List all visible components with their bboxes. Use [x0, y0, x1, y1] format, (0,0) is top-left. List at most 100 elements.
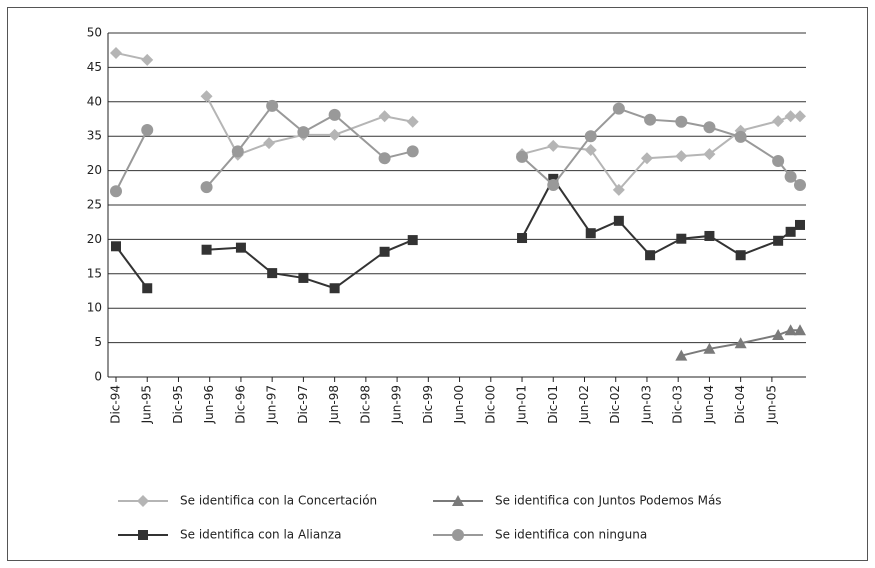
- x-tick-label: Jun-00: [452, 385, 466, 424]
- legend-marker: [452, 529, 464, 541]
- marker: [110, 185, 122, 198]
- legend-label: Se identifica con Juntos Podemos Más: [495, 494, 722, 508]
- marker: [200, 90, 213, 103]
- marker: [794, 324, 806, 336]
- marker: [784, 170, 797, 183]
- x-tick-label: Jun-05: [764, 385, 778, 424]
- marker: [784, 110, 797, 123]
- marker: [704, 230, 715, 241]
- marker: [201, 244, 212, 255]
- y-tick-label: 35: [87, 129, 102, 143]
- marker: [141, 124, 154, 137]
- marker: [785, 226, 796, 237]
- y-tick-label: 0: [94, 370, 102, 384]
- x-tick-label: Dic-97: [296, 385, 310, 424]
- marker: [231, 145, 244, 158]
- series-line: [115, 51, 800, 192]
- marker: [644, 113, 657, 126]
- legend-label: Se identifica con la Concertación: [180, 494, 377, 508]
- x-tick-label: Dic-03: [671, 385, 685, 424]
- marker: [734, 130, 747, 143]
- y-tick-label: 10: [87, 301, 102, 315]
- marker: [406, 115, 419, 128]
- x-tick-label: Dic-02: [608, 385, 622, 424]
- chart-frame: [7, 7, 868, 561]
- marker: [612, 183, 625, 196]
- marker: [266, 99, 279, 112]
- y-tick-label: 25: [87, 198, 102, 212]
- x-tick-label: Jun-99: [390, 385, 404, 424]
- marker: [645, 250, 656, 261]
- x-tick-label: Dic-98: [358, 385, 372, 424]
- x-tick-label: Dic-01: [546, 385, 560, 424]
- marker: [378, 110, 391, 123]
- x-tick-label: Jun-96: [202, 385, 216, 424]
- legend-marker: [137, 495, 149, 507]
- marker: [378, 152, 391, 165]
- marker: [379, 246, 390, 257]
- x-tick-label: Jun-02: [577, 385, 591, 424]
- y-tick-label: 5: [94, 335, 102, 349]
- marker: [548, 173, 559, 184]
- marker: [640, 152, 653, 165]
- series-line: [115, 176, 801, 290]
- y-tick-label: 45: [87, 60, 102, 74]
- marker: [703, 148, 716, 161]
- x-tick-label: Jun-95: [140, 385, 154, 424]
- marker: [676, 233, 687, 244]
- x-tick-label: Dic-96: [233, 385, 247, 424]
- marker: [407, 235, 418, 246]
- x-tick-label: Dic-95: [171, 385, 185, 424]
- x-tick-label: Dic-99: [421, 385, 435, 424]
- marker: [772, 154, 785, 167]
- marker: [111, 241, 121, 252]
- marker: [329, 283, 340, 294]
- marker: [703, 121, 716, 134]
- marker: [703, 342, 716, 354]
- marker: [675, 150, 688, 163]
- marker: [328, 128, 341, 141]
- marker: [612, 102, 625, 115]
- marker: [267, 268, 278, 279]
- marker: [675, 115, 688, 128]
- x-tick-label: Jun-04: [702, 385, 716, 424]
- x-tick-label: Dic-94: [109, 385, 123, 424]
- marker: [517, 233, 528, 244]
- marker: [297, 126, 310, 139]
- marker: [784, 324, 797, 336]
- marker: [613, 215, 624, 226]
- y-tick-label: 15: [87, 266, 102, 280]
- legend-label: Se identifica con ninguna: [495, 528, 647, 542]
- x-tick-label: Jun-98: [327, 385, 341, 424]
- x-tick-label: Jun-97: [265, 385, 279, 424]
- marker: [263, 137, 276, 150]
- marker: [142, 283, 153, 294]
- marker: [585, 228, 596, 239]
- marker: [584, 143, 597, 156]
- marker: [298, 272, 309, 283]
- marker: [547, 139, 560, 152]
- marker: [772, 115, 785, 128]
- x-tick-label: Dic-04: [733, 385, 747, 424]
- legend-marker: [138, 530, 148, 540]
- marker: [328, 108, 341, 121]
- marker: [200, 181, 213, 194]
- marker: [516, 150, 529, 163]
- marker: [794, 179, 806, 192]
- y-tick-label: 40: [87, 94, 102, 108]
- marker: [795, 219, 805, 230]
- y-tick-label: 20: [87, 232, 102, 246]
- marker: [110, 46, 122, 59]
- marker: [675, 349, 688, 361]
- x-tick-label: Jun-01: [515, 385, 529, 424]
- marker: [772, 329, 785, 341]
- marker: [584, 130, 597, 143]
- marker: [235, 242, 246, 253]
- marker: [406, 145, 419, 158]
- marker: [141, 53, 154, 66]
- y-tick-label: 50: [87, 26, 102, 40]
- x-tick-label: Jun-03: [639, 385, 653, 424]
- marker: [735, 250, 746, 261]
- marker: [794, 110, 806, 123]
- legend-marker: [452, 495, 464, 506]
